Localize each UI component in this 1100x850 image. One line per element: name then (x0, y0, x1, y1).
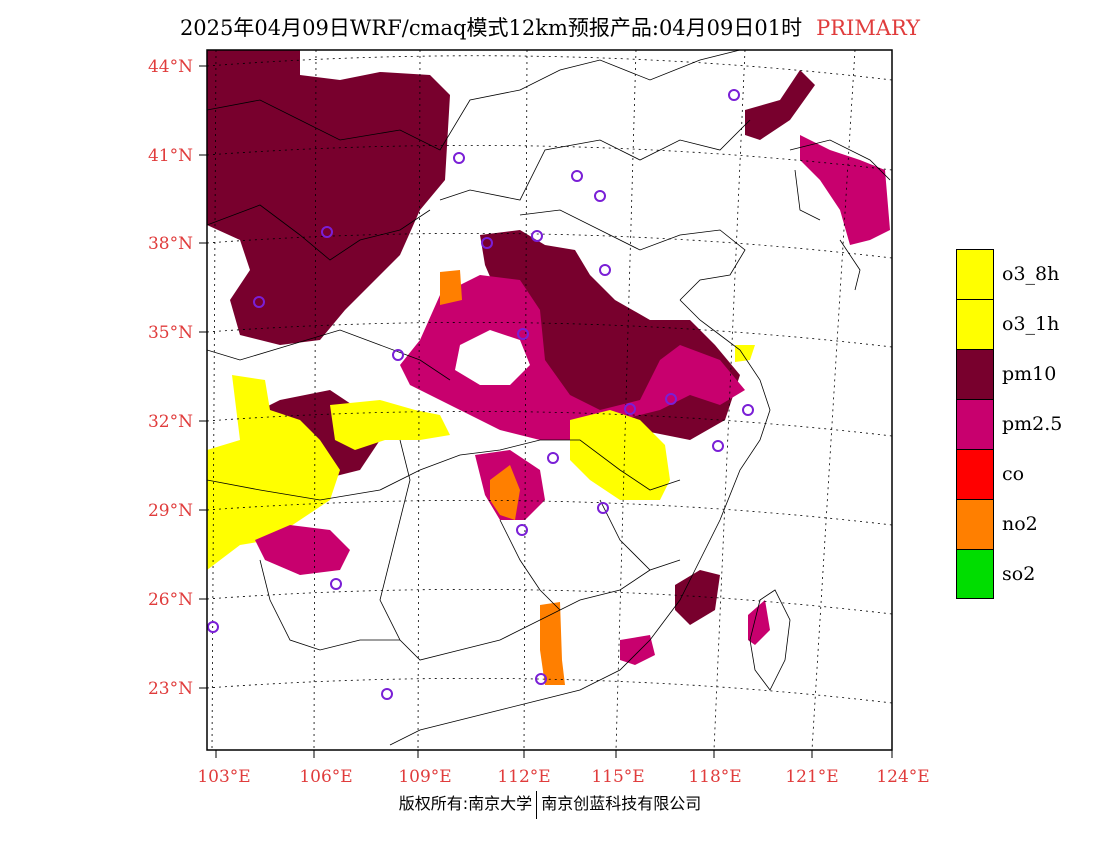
legend-swatch (956, 249, 994, 299)
graticule (207, 50, 892, 750)
station-marker (624, 403, 636, 415)
station-marker (597, 502, 609, 514)
lat-tick-label: 23°N (148, 679, 193, 699)
pm25-region-guangdong (620, 635, 655, 665)
station-marker (594, 190, 606, 202)
lon-tick-label: 106°E (299, 767, 352, 787)
legend-label: pm2.5 (1002, 413, 1063, 435)
lat-tick-label: 38°N (148, 234, 193, 254)
legend-label: so2 (1002, 563, 1036, 585)
copyright-footer: 版权所有:南京大学 南京创蓝科技有限公司 (0, 790, 1100, 819)
legend-item-o3-1h: o3_1h (956, 299, 1076, 349)
station-marker (321, 226, 333, 238)
lat-tick-label: 41°N (148, 146, 193, 166)
station-marker (453, 152, 465, 164)
footer-separator (536, 790, 538, 819)
legend-label: o3_8h (1002, 263, 1060, 285)
station-markers (207, 89, 754, 700)
lat-tick-label: 35°N (148, 323, 193, 343)
station-marker (599, 264, 611, 276)
station-marker (531, 230, 543, 242)
station-marker (330, 578, 342, 590)
legend-item-co: co (956, 449, 1076, 499)
pollutant-field-layer (207, 50, 890, 685)
lat-tick-label: 44°N (148, 57, 193, 77)
legend-item-no2: no2 (956, 499, 1076, 549)
pm10-region-northwest (207, 50, 450, 345)
lat-tick-label: 32°N (148, 412, 193, 432)
lat-tick-label: 29°N (148, 501, 193, 521)
map-title: 2025年04月09日WRF/cmaq模式12km预报产品:04月09日01时 P… (0, 12, 1100, 42)
no2-region-hubei (490, 465, 520, 520)
station-marker (665, 393, 677, 405)
copyright-right: 南京创蓝科技有限公司 (541, 794, 702, 813)
lon-tick-label: 118°E (688, 767, 741, 787)
lon-tick-label: 103°E (197, 767, 250, 787)
o3-region-shandong (735, 345, 755, 362)
no2-region-guangdong (540, 602, 565, 685)
station-marker (253, 296, 265, 308)
station-marker (535, 673, 547, 685)
station-marker (481, 237, 493, 249)
legend-item-pm10: pm10 (956, 349, 1076, 399)
legend-swatch (956, 449, 994, 499)
lat-tick-label: 26°N (148, 590, 193, 610)
station-marker (517, 328, 529, 340)
pm25-region-guizhou (255, 525, 350, 575)
station-marker (547, 452, 559, 464)
legend-swatch (956, 499, 994, 549)
o3-region-middle (330, 400, 450, 450)
pm10-region-fujian (675, 570, 720, 625)
legend-swatch (956, 549, 994, 599)
legend-item-so2: so2 (956, 549, 1076, 599)
pm25-region-taiwan (748, 600, 770, 645)
lon-tick-label: 109°E (398, 767, 451, 787)
station-marker (571, 170, 583, 182)
no2-region-north (440, 270, 462, 305)
primary-badge: PRIMARY (816, 16, 921, 40)
legend-item-o3-8h: o3_8h (956, 249, 1076, 299)
o3-region-east (570, 410, 670, 500)
pm25-region-central (400, 275, 745, 440)
lon-axis: 103°E 106°E 109°E 112°E 115°E 118°E 121°… (197, 750, 930, 787)
station-marker (516, 524, 528, 536)
station-marker (381, 688, 393, 700)
o3-region-southwest (207, 375, 340, 570)
lat-axis: 44°N 41°N 38°N 35°N 32°N 29°N 26°N 23°N (148, 57, 207, 699)
clear-region-hole (455, 330, 530, 385)
station-marker (392, 349, 404, 361)
station-marker (207, 621, 219, 633)
boundary-lines (207, 50, 891, 746)
legend-label: co (1002, 463, 1025, 485)
station-marker (742, 404, 754, 416)
legend-label: no2 (1002, 513, 1038, 535)
lon-tick-label: 121°E (785, 767, 838, 787)
station-marker (712, 440, 724, 452)
map-title-text: 2025年04月09日WRF/cmaq模式12km预报产品:04月09日01时 (179, 16, 803, 40)
legend-swatch (956, 299, 994, 349)
station-marker (728, 89, 740, 101)
legend-item-pm25: pm2.5 (956, 399, 1076, 449)
pollutant-legend: o3_8h o3_1h pm10 pm2.5 co no2 so2 (956, 249, 1076, 599)
legend-swatch (956, 399, 994, 449)
pm10-region-coast (745, 70, 815, 140)
lon-tick-label: 112°E (497, 767, 550, 787)
legend-swatch (956, 349, 994, 399)
legend-label: o3_1h (1002, 313, 1060, 335)
copyright-left: 版权所有:南京大学 (398, 794, 533, 813)
map-frame (206, 49, 893, 751)
lon-tick-label: 115°E (591, 767, 644, 787)
pm25-region-northeast (800, 135, 890, 245)
lon-tick-label: 124°E (876, 767, 929, 787)
legend-label: pm10 (1002, 363, 1057, 385)
